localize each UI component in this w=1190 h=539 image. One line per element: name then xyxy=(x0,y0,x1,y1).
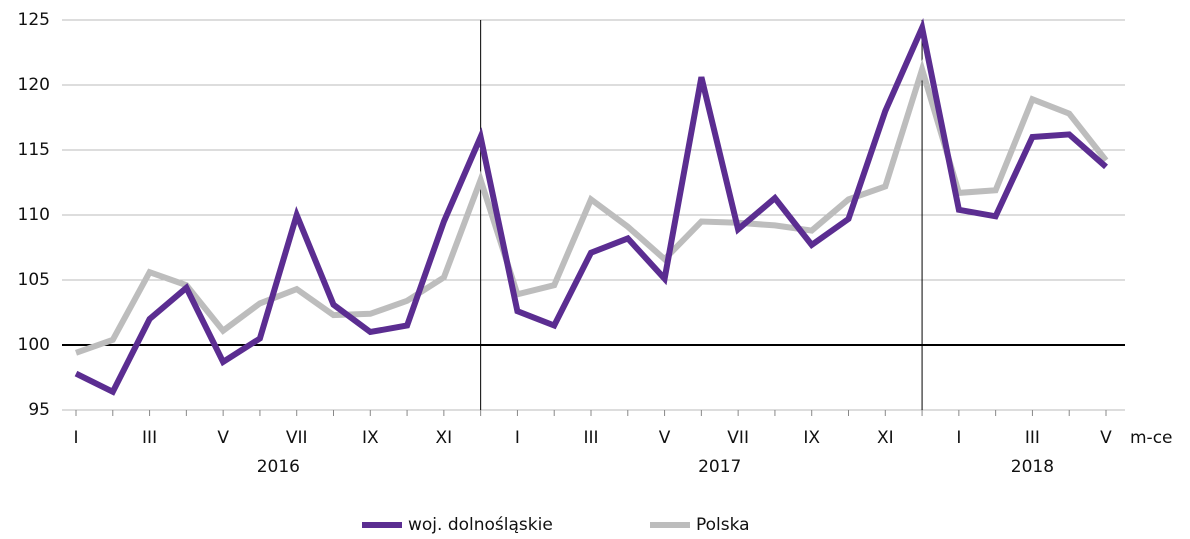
x-tick-label: III xyxy=(142,428,157,448)
series-line xyxy=(75,59,1109,356)
marks xyxy=(74,17,1109,396)
legend-label: Polska xyxy=(696,515,750,535)
y-tick-label: 125 xyxy=(18,10,50,30)
x-tick-label: VII xyxy=(286,428,308,448)
x-tick-label: VII xyxy=(727,428,749,448)
x-tick-label: I xyxy=(515,428,520,448)
x-tick-label: IX xyxy=(362,428,379,448)
year-label: 2017 xyxy=(698,457,741,477)
y-tick-label: 100 xyxy=(18,335,50,355)
y-tick-label: 105 xyxy=(18,270,50,290)
year-label: 2018 xyxy=(1011,457,1054,477)
legend-label: woj. dolnośląskie xyxy=(408,515,553,535)
x-tick-label: XI xyxy=(877,428,894,448)
year-label: 2016 xyxy=(257,457,300,477)
y-tick-label: 110 xyxy=(18,205,50,225)
y-tick-label: 95 xyxy=(28,400,50,420)
y-tick-label: 115 xyxy=(18,140,50,160)
x-tick-label: III xyxy=(1025,428,1040,448)
x-tick-label: IX xyxy=(803,428,820,448)
x-tick-label: V xyxy=(217,428,229,448)
x-tick-label: V xyxy=(659,428,671,448)
y-tick-label: 120 xyxy=(18,75,50,95)
x-tick-label: III xyxy=(583,428,598,448)
x-tick-label: I xyxy=(73,428,78,448)
series-line xyxy=(74,17,1108,396)
x-tick-label: I xyxy=(956,428,961,448)
grid xyxy=(62,19,1125,416)
x-tick-label: V xyxy=(1100,428,1112,448)
x-axis-label: m-ce xyxy=(1130,428,1173,448)
x-tick-label: XI xyxy=(436,428,453,448)
